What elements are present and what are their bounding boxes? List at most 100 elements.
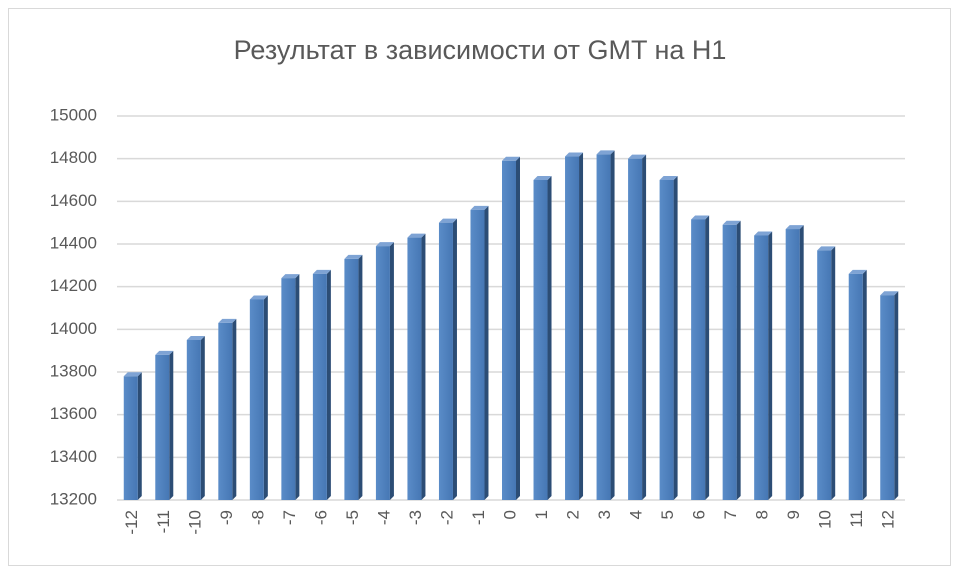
- x-tick-label: -10: [185, 510, 204, 535]
- bar-side: [894, 291, 899, 500]
- chart-title: Результат в зависимости от GMT на H1: [234, 35, 727, 65]
- x-tick-label: 11: [847, 510, 866, 528]
- x-tick-label: -3: [406, 510, 425, 525]
- bar-side: [862, 269, 867, 500]
- bar-side: [169, 350, 174, 500]
- y-tick-label: 14800: [50, 148, 97, 167]
- bar-side: [389, 242, 394, 500]
- bar-top: [565, 152, 584, 157]
- bar-top: [249, 295, 268, 300]
- bar: [596, 154, 611, 500]
- bar-top: [281, 274, 300, 279]
- bar-side: [705, 215, 710, 500]
- bar-side: [831, 246, 836, 500]
- x-tick-label: 5: [658, 510, 677, 519]
- bar-side: [799, 225, 804, 501]
- x-tick-label: 2: [564, 510, 583, 519]
- x-tick-label: 9: [784, 510, 803, 519]
- bar-top: [123, 372, 142, 377]
- bar-side: [547, 176, 552, 500]
- bar: [281, 278, 296, 500]
- bar-side: [232, 318, 237, 500]
- x-tick-label: 0: [500, 510, 519, 519]
- bar: [502, 160, 516, 501]
- bar-side: [137, 372, 142, 500]
- bar-top: [848, 269, 867, 274]
- bar-top: [628, 154, 647, 159]
- bar-top: [596, 150, 615, 155]
- bar: [123, 376, 138, 500]
- bar: [754, 235, 769, 500]
- bar-top: [533, 176, 552, 180]
- y-tick-label: 13600: [50, 404, 97, 423]
- y-tick-label: 14600: [50, 191, 97, 210]
- bar-side: [295, 274, 300, 500]
- bar-top: [375, 242, 394, 247]
- bar-top: [785, 225, 804, 230]
- x-tick-label: 6: [690, 510, 709, 519]
- bar-top: [659, 176, 678, 180]
- bar: [218, 322, 233, 500]
- bar: [659, 180, 674, 500]
- bar-top: [407, 233, 426, 238]
- bar-side: [579, 152, 584, 501]
- bar: [249, 299, 264, 500]
- y-tick-label: 15000: [50, 105, 97, 124]
- x-tick-label: -4: [374, 510, 393, 525]
- bar: [880, 295, 895, 500]
- x-tick-label: -6: [311, 510, 330, 525]
- bar-side: [200, 336, 205, 500]
- x-tick-label: -8: [248, 510, 267, 525]
- bar: [628, 158, 643, 500]
- bar-side: [358, 254, 363, 500]
- bar-side: [516, 156, 520, 501]
- bar: [691, 219, 706, 500]
- x-tick-label: -2: [437, 510, 456, 525]
- bar-top: [312, 269, 331, 274]
- bar: [312, 273, 327, 500]
- x-tick-label: 10: [816, 510, 835, 529]
- bar-top: [880, 291, 899, 296]
- x-tick-label: -7: [280, 510, 299, 525]
- bar-top: [691, 215, 710, 220]
- bar-top: [186, 336, 205, 340]
- bar-top: [344, 254, 363, 259]
- x-tick-label: -1: [469, 510, 488, 525]
- bar-side: [768, 231, 773, 500]
- x-tick-label: -9: [217, 510, 236, 525]
- bar-top: [817, 246, 836, 251]
- bar: [155, 354, 170, 500]
- bar: [407, 237, 422, 500]
- bar-side: [484, 205, 489, 500]
- bar: [848, 273, 863, 500]
- x-tick-label: 8: [753, 510, 772, 519]
- x-tick-label: 1: [532, 510, 551, 519]
- x-tick-label: 3: [595, 510, 614, 519]
- bar-side: [452, 218, 457, 500]
- bar-top: [502, 156, 520, 161]
- bar-side: [610, 150, 615, 500]
- y-tick-label: 13200: [50, 489, 97, 508]
- bar: [722, 224, 737, 501]
- bar: [186, 340, 201, 500]
- bar-side: [736, 220, 741, 501]
- bar-top: [218, 318, 237, 323]
- x-tick-label: -5: [343, 510, 362, 525]
- y-tick-label: 14000: [50, 319, 97, 338]
- bar: [470, 209, 485, 500]
- bar: [375, 246, 390, 500]
- x-tick-label: 7: [721, 510, 740, 519]
- bar-side: [673, 176, 678, 500]
- y-tick-label: 13800: [50, 361, 97, 380]
- bar-top: [438, 218, 457, 223]
- bar-top: [754, 231, 773, 236]
- bar-top: [470, 205, 489, 210]
- bar: [565, 156, 580, 501]
- x-tick-label: 4: [627, 510, 646, 519]
- bar: [533, 180, 548, 500]
- bar-side: [263, 295, 268, 500]
- bar-side: [326, 269, 331, 500]
- bar: [438, 222, 453, 500]
- bar-top: [722, 220, 741, 225]
